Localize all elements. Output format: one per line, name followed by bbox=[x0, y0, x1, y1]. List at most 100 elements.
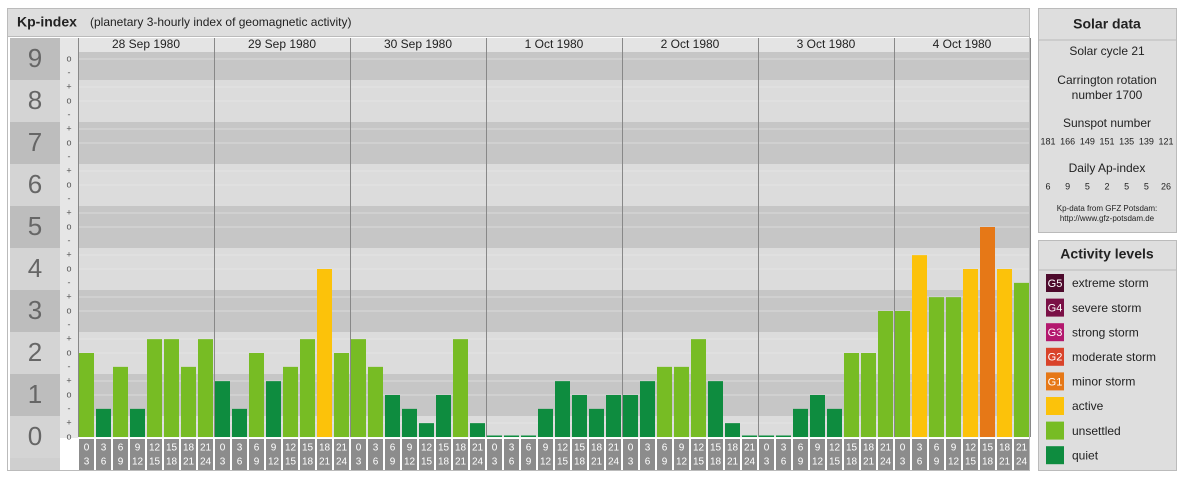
minor-label: + bbox=[66, 123, 71, 133]
bar bbox=[317, 269, 332, 437]
bar bbox=[980, 227, 995, 437]
hour-box bbox=[674, 439, 689, 470]
hour-box bbox=[844, 439, 859, 470]
label-band bbox=[10, 416, 60, 458]
hour-label: 15 bbox=[982, 443, 994, 454]
bar bbox=[657, 366, 672, 437]
hour-label: 24 bbox=[336, 457, 348, 468]
hour-label: 18 bbox=[863, 443, 875, 454]
sunspots-value: 181 bbox=[1040, 136, 1055, 146]
hour-label: 15 bbox=[557, 457, 569, 468]
label-band bbox=[10, 38, 60, 80]
y-tick-label: 6 bbox=[28, 169, 42, 199]
y-tick-label: 5 bbox=[28, 211, 42, 241]
hour-label: 0 bbox=[84, 443, 90, 454]
minor-label: o bbox=[66, 389, 71, 399]
hour-label: 24 bbox=[200, 457, 212, 468]
hour-label: 6 bbox=[645, 457, 651, 468]
hour-box bbox=[623, 439, 638, 470]
legend-label: unsettled bbox=[1072, 424, 1121, 438]
hour-label: 3 bbox=[356, 457, 362, 468]
bar bbox=[130, 408, 145, 437]
hour-box bbox=[402, 439, 417, 470]
hour-label: 12 bbox=[540, 457, 552, 468]
hour-label: 3 bbox=[373, 443, 379, 454]
legend-code: G1 bbox=[1048, 376, 1063, 388]
bar bbox=[589, 408, 604, 437]
bar bbox=[266, 381, 281, 437]
hour-label: 15 bbox=[965, 457, 977, 468]
bar bbox=[181, 366, 196, 437]
hour-label: 15 bbox=[166, 443, 178, 454]
minor-label: o bbox=[66, 347, 71, 357]
hour-label: 3 bbox=[237, 443, 243, 454]
hour-label: 18 bbox=[999, 443, 1011, 454]
hour-label: 18 bbox=[438, 457, 450, 468]
hour-label: 12 bbox=[965, 443, 977, 454]
hour-label: 9 bbox=[390, 457, 396, 468]
hour-label: 21 bbox=[999, 457, 1011, 468]
minor-label: o bbox=[66, 53, 71, 63]
day-label: 30 Sep 1980 bbox=[384, 37, 452, 51]
chart-frame bbox=[7, 8, 1030, 471]
label-band bbox=[10, 164, 60, 206]
hour-label: 0 bbox=[220, 443, 226, 454]
hour-label: 0 bbox=[900, 443, 906, 454]
bar bbox=[79, 353, 94, 437]
bar bbox=[1014, 282, 1029, 437]
hour-label: 6 bbox=[917, 457, 923, 468]
hour-label: 18 bbox=[455, 443, 467, 454]
hour-label: 12 bbox=[132, 457, 144, 468]
hour-box bbox=[572, 439, 587, 470]
hour-box bbox=[232, 439, 247, 470]
hour-label: 9 bbox=[815, 443, 821, 454]
day-label: 4 Oct 1980 bbox=[933, 37, 992, 51]
minor-label: o bbox=[66, 221, 71, 231]
hour-box bbox=[912, 439, 927, 470]
y-tick-label: 8 bbox=[28, 85, 42, 115]
bar bbox=[691, 339, 706, 437]
legend-code: G4 bbox=[1048, 303, 1063, 315]
hour-label: 21 bbox=[744, 443, 756, 454]
hour-box bbox=[385, 439, 400, 470]
hour-label: 18 bbox=[591, 443, 603, 454]
hour-label: 18 bbox=[183, 443, 195, 454]
hour-label: 3 bbox=[220, 457, 226, 468]
minor-label: o bbox=[66, 431, 71, 441]
bar bbox=[436, 395, 451, 437]
minor-label: o bbox=[66, 137, 71, 147]
hour-box bbox=[368, 439, 383, 470]
hour-box bbox=[436, 439, 451, 470]
hour-box bbox=[470, 439, 485, 470]
hour-label: 15 bbox=[438, 443, 450, 454]
bar bbox=[810, 395, 825, 437]
hour-label: 6 bbox=[254, 443, 260, 454]
hour-label: 21 bbox=[863, 457, 875, 468]
hour-label: 9 bbox=[407, 443, 413, 454]
ap-value: 2 bbox=[1104, 181, 1109, 191]
hour-box bbox=[640, 439, 655, 470]
label-band bbox=[10, 290, 60, 332]
hour-label: 24 bbox=[472, 457, 484, 468]
sunspots-value: 121 bbox=[1158, 136, 1173, 146]
day-label: 29 Sep 1980 bbox=[248, 37, 316, 51]
hour-box bbox=[521, 439, 536, 470]
hour-label: 9 bbox=[118, 457, 124, 468]
label-band bbox=[10, 80, 60, 122]
hour-box bbox=[980, 439, 995, 470]
hour-box bbox=[147, 439, 162, 470]
day-label: 1 Oct 1980 bbox=[525, 37, 584, 51]
bar bbox=[504, 435, 519, 437]
hour-box bbox=[453, 439, 468, 470]
day-header bbox=[78, 38, 1030, 52]
hour-label: 18 bbox=[302, 457, 314, 468]
bar bbox=[164, 339, 179, 437]
ap-value: 6 bbox=[1045, 181, 1050, 191]
hour-label: 15 bbox=[846, 443, 858, 454]
legend-swatch bbox=[1046, 274, 1064, 292]
minor-label: + bbox=[66, 81, 71, 91]
bar bbox=[113, 366, 128, 437]
legend-code: G5 bbox=[1048, 278, 1063, 290]
credit: Kp-data from GFZ Potsdam: bbox=[1057, 204, 1157, 213]
legend-swatch bbox=[1046, 397, 1064, 415]
